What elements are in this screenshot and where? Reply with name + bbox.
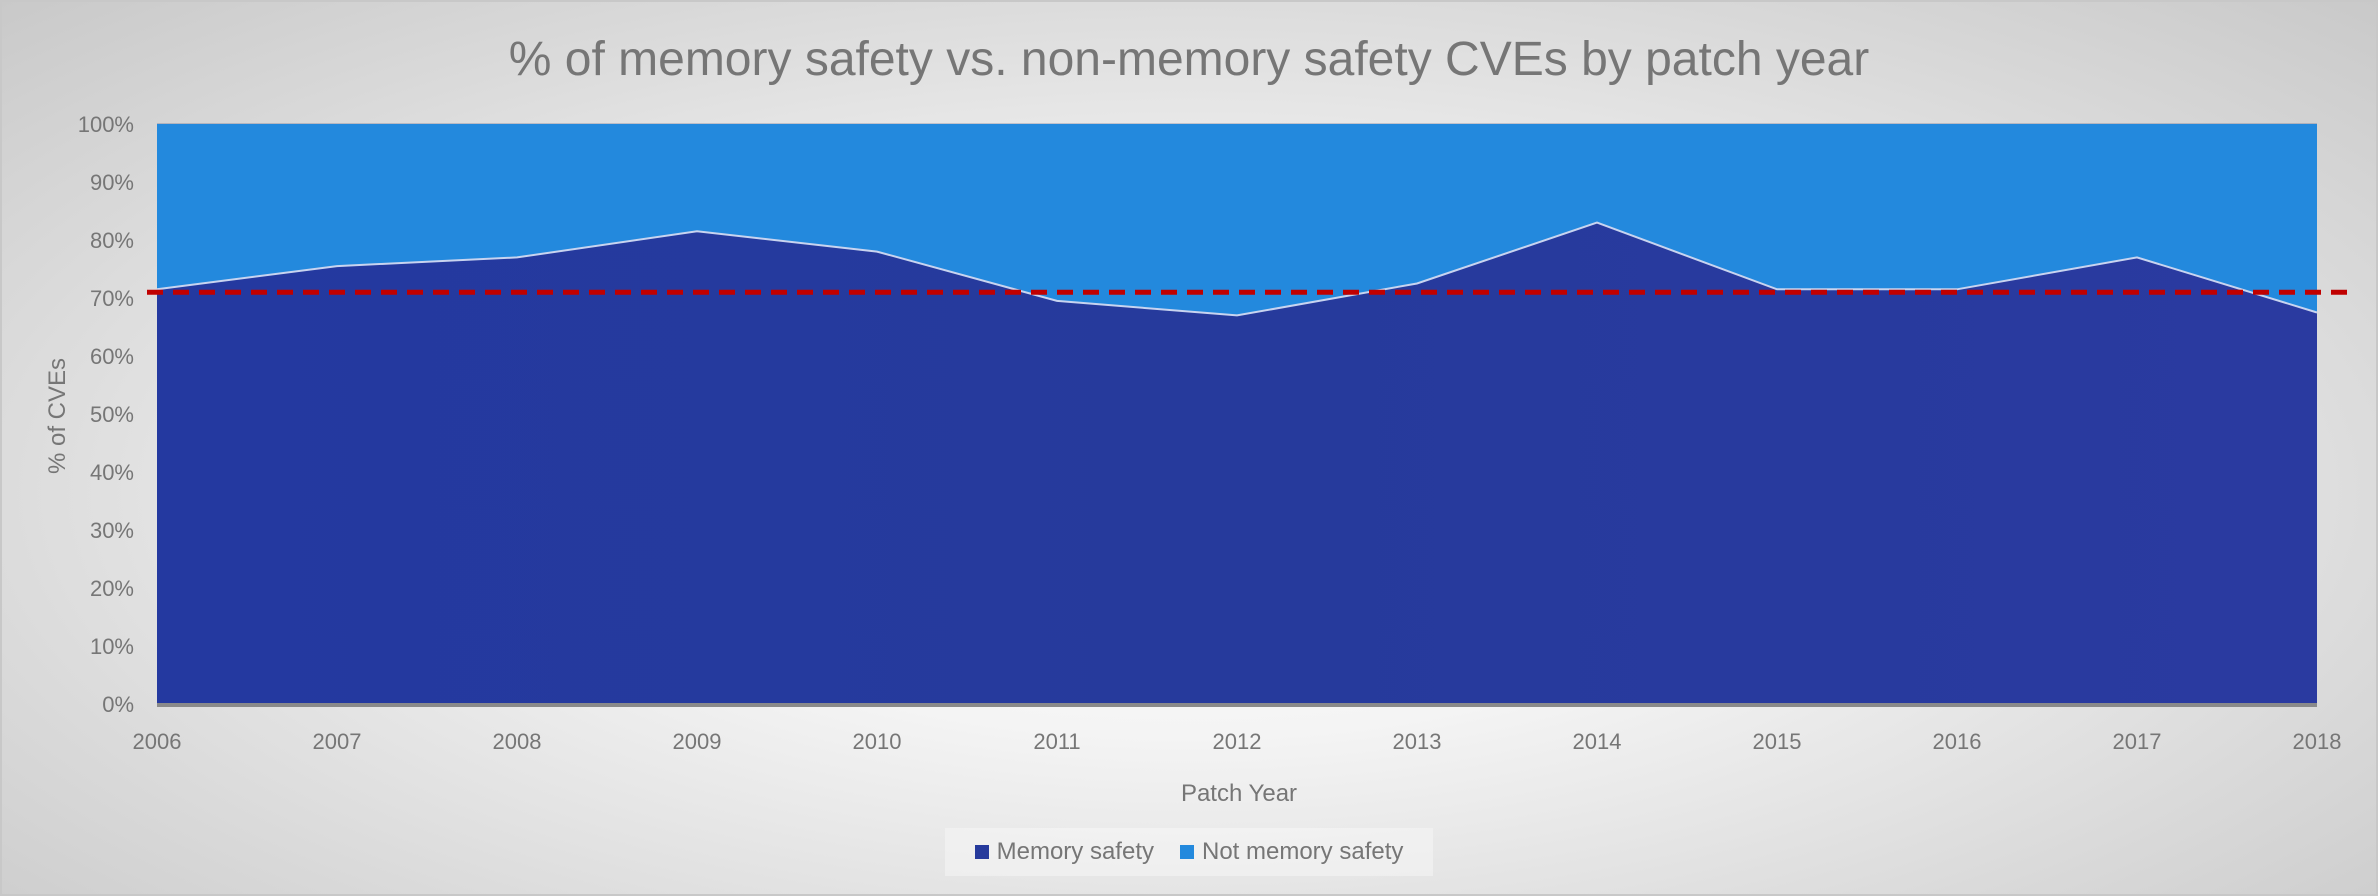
x-tick-label: 2014: [1573, 729, 1622, 754]
x-tick-label: 2006: [133, 729, 182, 754]
chart-title: % of memory safety vs. non-memory safety…: [508, 33, 1870, 86]
legend-item-memory-safety[interactable]: Memory safety: [974, 838, 1154, 866]
x-tick-label: 2015: [1753, 729, 1802, 754]
x-tick-label: 2016: [1933, 729, 1982, 754]
legend-label-memory-safety: Memory safety: [996, 838, 1154, 865]
x-tick-label: 2007: [313, 729, 362, 754]
legend-label-not-memory-safety: Not memory safety: [1201, 838, 1404, 865]
y-tick-label: 40%: [90, 460, 134, 485]
y-tick-label: 80%: [90, 228, 134, 253]
y-tick-label: 90%: [90, 170, 134, 195]
area-memory-safety: [157, 222, 2317, 704]
y-tick-label: 0%: [102, 692, 134, 717]
y-tick-label: 30%: [90, 518, 134, 543]
x-tick-label: 2018: [2293, 729, 2342, 754]
y-tick-label: 10%: [90, 634, 134, 659]
x-tick-label: 2017: [2113, 729, 2162, 754]
memory-safety-boundary-line: [156, 221, 2318, 317]
y-tick-label: 50%: [90, 402, 134, 427]
y-tick-label: 60%: [90, 344, 134, 369]
legend-swatch-not-memory-safety: [1179, 845, 1194, 859]
y-tick-label: 70%: [90, 286, 134, 311]
x-tick-label: 2013: [1393, 729, 1442, 754]
y-tick-label: 100%: [78, 112, 134, 137]
y-tick-label: 20%: [90, 576, 134, 601]
x-tick-label: 2012: [1213, 729, 1262, 754]
legend-swatch-memory-safety: [974, 845, 989, 859]
x-tick-label: 2010: [853, 729, 902, 754]
x-axis-title: Patch Year: [1180, 780, 1298, 807]
legend-item-not-memory-safety[interactable]: Not memory safety: [1179, 838, 1404, 866]
x-tick-label: 2008: [493, 729, 542, 754]
x-tick-label: 2011: [1033, 729, 1080, 754]
legend: Memory safety Not memory safety: [945, 828, 1433, 876]
x-tick-label: 2009: [673, 729, 722, 754]
